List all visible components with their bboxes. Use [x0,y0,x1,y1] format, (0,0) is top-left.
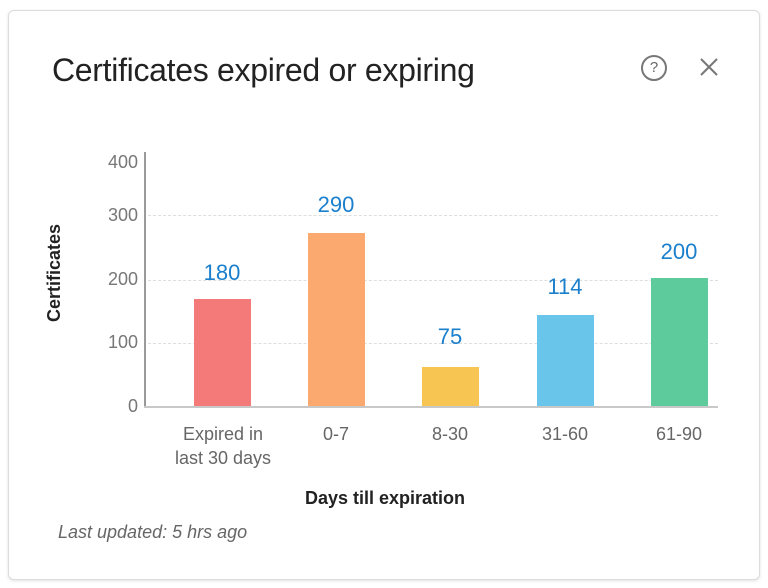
y-tick: 300 [107,205,138,225]
y-tick: 400 [107,152,138,172]
y-tick: 100 [107,332,138,352]
y-tick: 200 [107,269,138,289]
y-tick: 0 [127,396,138,416]
bar-expired[interactable] [194,299,251,407]
x-tick-line: last 30 days [174,448,272,468]
value-label: 180 [203,260,241,285]
gridline [148,280,718,281]
card-title: Certificates expired or expiring [52,52,475,88]
bar-31-60[interactable] [537,315,594,407]
value-label: 75 [437,324,463,349]
bar-0-7[interactable] [308,233,365,407]
chart-card [8,10,760,580]
x-axis-label: Days till expiration [304,488,466,508]
gridline [148,215,718,216]
y-axis-label: Certificates [44,223,64,322]
value-label: 114 [547,274,583,299]
x-tick: Expired in last 30 days [153,422,293,470]
x-tick: 31-60 [541,424,589,444]
x-tick: 61-90 [655,424,703,444]
close-icon[interactable] [696,54,722,80]
gridline [148,343,718,344]
x-axis-line [144,406,718,408]
last-updated-text: Last updated: 5 hrs ago [58,522,248,542]
bar-8-30[interactable] [422,367,479,407]
x-tick-line: Expired in [182,424,264,444]
x-tick: 0-7 [322,424,349,444]
bar-61-90[interactable] [651,278,708,407]
x-tick: 8-30 [431,424,469,444]
value-label: 200 [660,239,698,264]
y-axis-line [144,152,146,408]
value-label: 290 [317,192,355,217]
help-icon[interactable]: ? [641,55,667,81]
close-x-icon [700,58,718,76]
